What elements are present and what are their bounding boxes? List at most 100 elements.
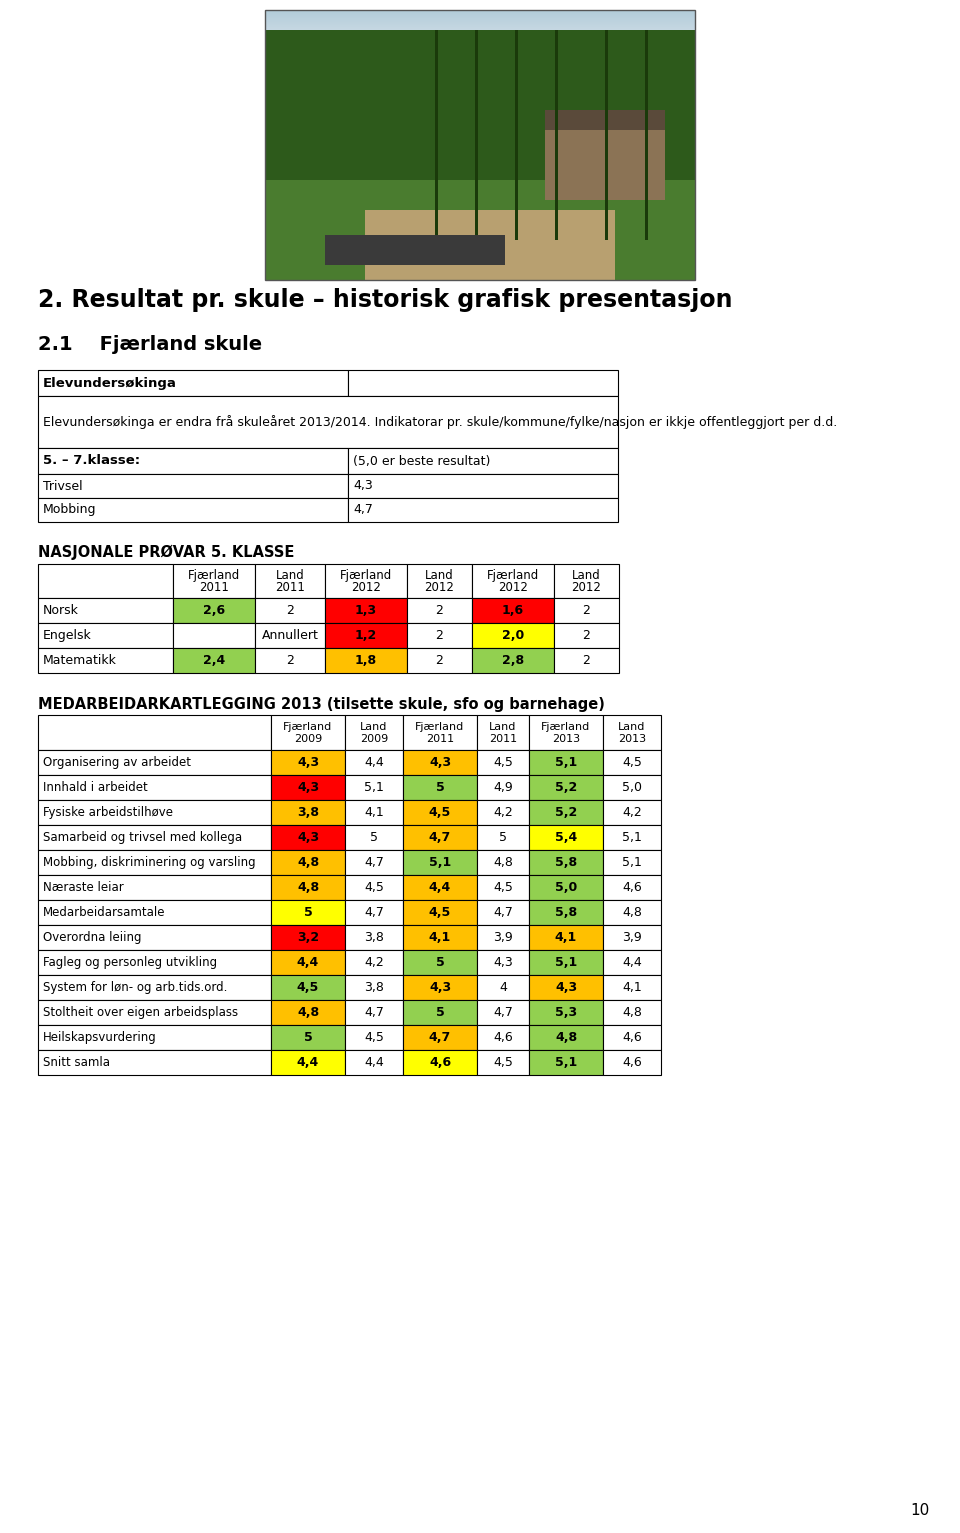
Text: 4,8: 4,8	[622, 906, 642, 918]
Bar	[435, 31, 438, 241]
Bar	[403, 825, 477, 849]
Text: 2012: 2012	[424, 581, 454, 595]
Text: 4,5: 4,5	[297, 981, 319, 993]
Bar	[348, 369, 618, 396]
Text: Innhald i arbeidet: Innhald i arbeidet	[43, 780, 148, 794]
Text: 10: 10	[911, 1502, 930, 1518]
Text: Medarbeidarsamtale: Medarbeidarsamtale	[43, 906, 165, 918]
Bar	[472, 648, 554, 673]
Bar	[529, 849, 603, 875]
Text: 5,2: 5,2	[555, 806, 577, 819]
Bar	[403, 750, 477, 776]
Bar	[271, 750, 345, 776]
Text: 5: 5	[370, 831, 378, 845]
Text: 2.1    Fjærland skule: 2.1 Fjærland skule	[38, 336, 262, 354]
Text: 5: 5	[436, 957, 444, 969]
Text: 4,1: 4,1	[555, 931, 577, 944]
Text: 4,5: 4,5	[429, 906, 451, 918]
Text: 3,8: 3,8	[364, 931, 384, 944]
Text: Fjærland: Fjærland	[188, 569, 240, 583]
Text: Heilskapsvurdering: Heilskapsvurdering	[43, 1032, 156, 1044]
Bar	[38, 900, 271, 924]
Text: Mobbing: Mobbing	[43, 503, 97, 517]
Text: 4,3: 4,3	[429, 981, 451, 993]
Bar	[529, 975, 603, 1000]
Bar	[403, 714, 477, 750]
Bar	[173, 648, 255, 673]
Text: Organisering av arbeidet: Organisering av arbeidet	[43, 756, 191, 770]
Bar	[403, 800, 477, 825]
Bar	[554, 598, 619, 622]
Bar	[38, 369, 348, 396]
Bar	[472, 622, 554, 648]
Bar	[38, 750, 271, 776]
Bar	[38, 474, 348, 498]
Text: 4,8: 4,8	[297, 881, 319, 894]
Text: 3,8: 3,8	[297, 806, 319, 819]
Bar	[255, 564, 325, 598]
Text: 2: 2	[583, 604, 590, 616]
Text: Samarbeid og trivsel med kollega: Samarbeid og trivsel med kollega	[43, 831, 242, 845]
Text: Fjærland: Fjærland	[416, 722, 465, 733]
Bar	[345, 776, 403, 800]
Text: 4,2: 4,2	[622, 806, 642, 819]
Bar	[529, 900, 603, 924]
Bar	[38, 875, 271, 900]
Bar	[477, 849, 529, 875]
Bar	[271, 825, 345, 849]
Text: Elevundersøkinga: Elevundersøkinga	[43, 377, 177, 389]
Text: 4,4: 4,4	[364, 1056, 384, 1069]
Text: 4,3: 4,3	[297, 780, 319, 794]
Text: 5,2: 5,2	[555, 780, 577, 794]
Bar	[265, 11, 695, 281]
Text: 1,8: 1,8	[355, 655, 377, 667]
Bar	[325, 235, 505, 265]
Bar	[271, 776, 345, 800]
Text: 4,3: 4,3	[429, 756, 451, 770]
Bar	[529, 750, 603, 776]
Text: 4,4: 4,4	[364, 756, 384, 770]
Bar	[605, 31, 608, 241]
Text: 2: 2	[286, 604, 294, 616]
Bar	[38, 924, 271, 950]
Bar	[271, 1026, 345, 1050]
Bar	[529, 875, 603, 900]
Bar	[173, 598, 255, 622]
Text: Land: Land	[618, 722, 646, 733]
Text: 4,4: 4,4	[622, 957, 642, 969]
Text: 2009: 2009	[360, 734, 388, 745]
Text: 5. – 7.klasse:: 5. – 7.klasse:	[43, 454, 140, 468]
Text: 4,3: 4,3	[297, 756, 319, 770]
Text: 5,1: 5,1	[622, 831, 642, 845]
Text: 4,6: 4,6	[622, 881, 642, 894]
Text: Land: Land	[360, 722, 388, 733]
Bar	[38, 1050, 271, 1075]
Bar	[38, 714, 271, 750]
Bar	[271, 975, 345, 1000]
Text: Stoltheit over eigen arbeidsplass: Stoltheit over eigen arbeidsplass	[43, 1006, 238, 1019]
Text: 4,3: 4,3	[493, 957, 513, 969]
Text: Engelsk: Engelsk	[43, 629, 92, 642]
Text: 3,9: 3,9	[493, 931, 513, 944]
Bar	[38, 498, 348, 523]
Text: 1,2: 1,2	[355, 629, 377, 642]
Bar	[345, 924, 403, 950]
Text: 4,7: 4,7	[429, 831, 451, 845]
Text: Trivsel: Trivsel	[43, 480, 83, 492]
Text: 2012: 2012	[351, 581, 381, 595]
Bar	[38, 648, 173, 673]
Text: 4,7: 4,7	[364, 1006, 384, 1019]
Text: 4,3: 4,3	[353, 480, 372, 492]
Bar	[529, 950, 603, 975]
Text: 5: 5	[303, 906, 312, 918]
Bar	[403, 1026, 477, 1050]
Bar	[265, 31, 695, 221]
Bar	[403, 924, 477, 950]
Text: 4,5: 4,5	[429, 806, 451, 819]
Text: 4,1: 4,1	[364, 806, 384, 819]
Bar	[554, 622, 619, 648]
Bar	[403, 849, 477, 875]
Bar	[345, 975, 403, 1000]
Bar	[38, 598, 173, 622]
Bar	[529, 1050, 603, 1075]
